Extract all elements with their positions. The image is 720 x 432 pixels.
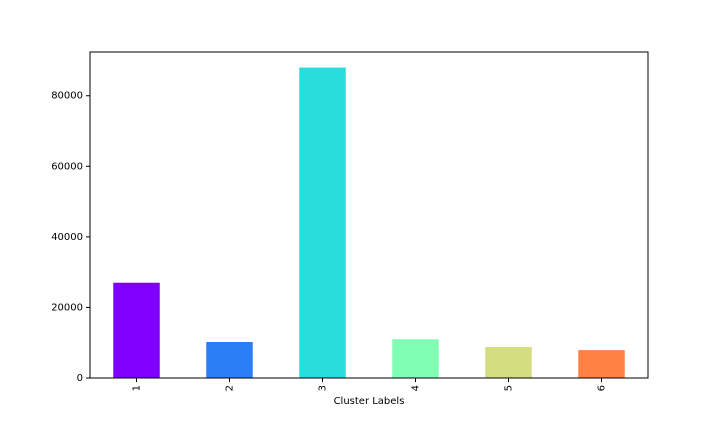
bars-group: [113, 67, 625, 379]
y-tick-label-40000: 40000: [51, 232, 83, 243]
x-axis: 1 2 3 4 5 6: [132, 378, 608, 391]
x-tick-label-2: 2: [225, 385, 236, 391]
x-axis-label: Cluster Labels: [334, 396, 405, 407]
x-tick-label-1: 1: [132, 385, 143, 391]
bar-1: [113, 282, 160, 378]
y-tick-label-20000: 20000: [51, 302, 83, 313]
bar-5: [485, 346, 532, 378]
bar-2: [206, 342, 253, 378]
bar-4: [392, 339, 439, 378]
bar-3: [299, 67, 346, 379]
bar-6: [578, 350, 625, 378]
x-tick-label-6: 6: [597, 385, 608, 391]
y-tick-label-0: 0: [77, 373, 83, 384]
x-tick-label-5: 5: [504, 385, 515, 391]
x-tick-label-4: 4: [411, 385, 422, 391]
plot-frame: [89, 51, 649, 379]
plot-background: [90, 52, 648, 378]
y-tick-label-60000: 60000: [51, 161, 83, 172]
x-tick-label-3: 3: [318, 385, 329, 391]
y-axis: 0 20000 40000 60000 80000: [51, 91, 90, 384]
y-tick-label-80000: 80000: [51, 91, 83, 102]
